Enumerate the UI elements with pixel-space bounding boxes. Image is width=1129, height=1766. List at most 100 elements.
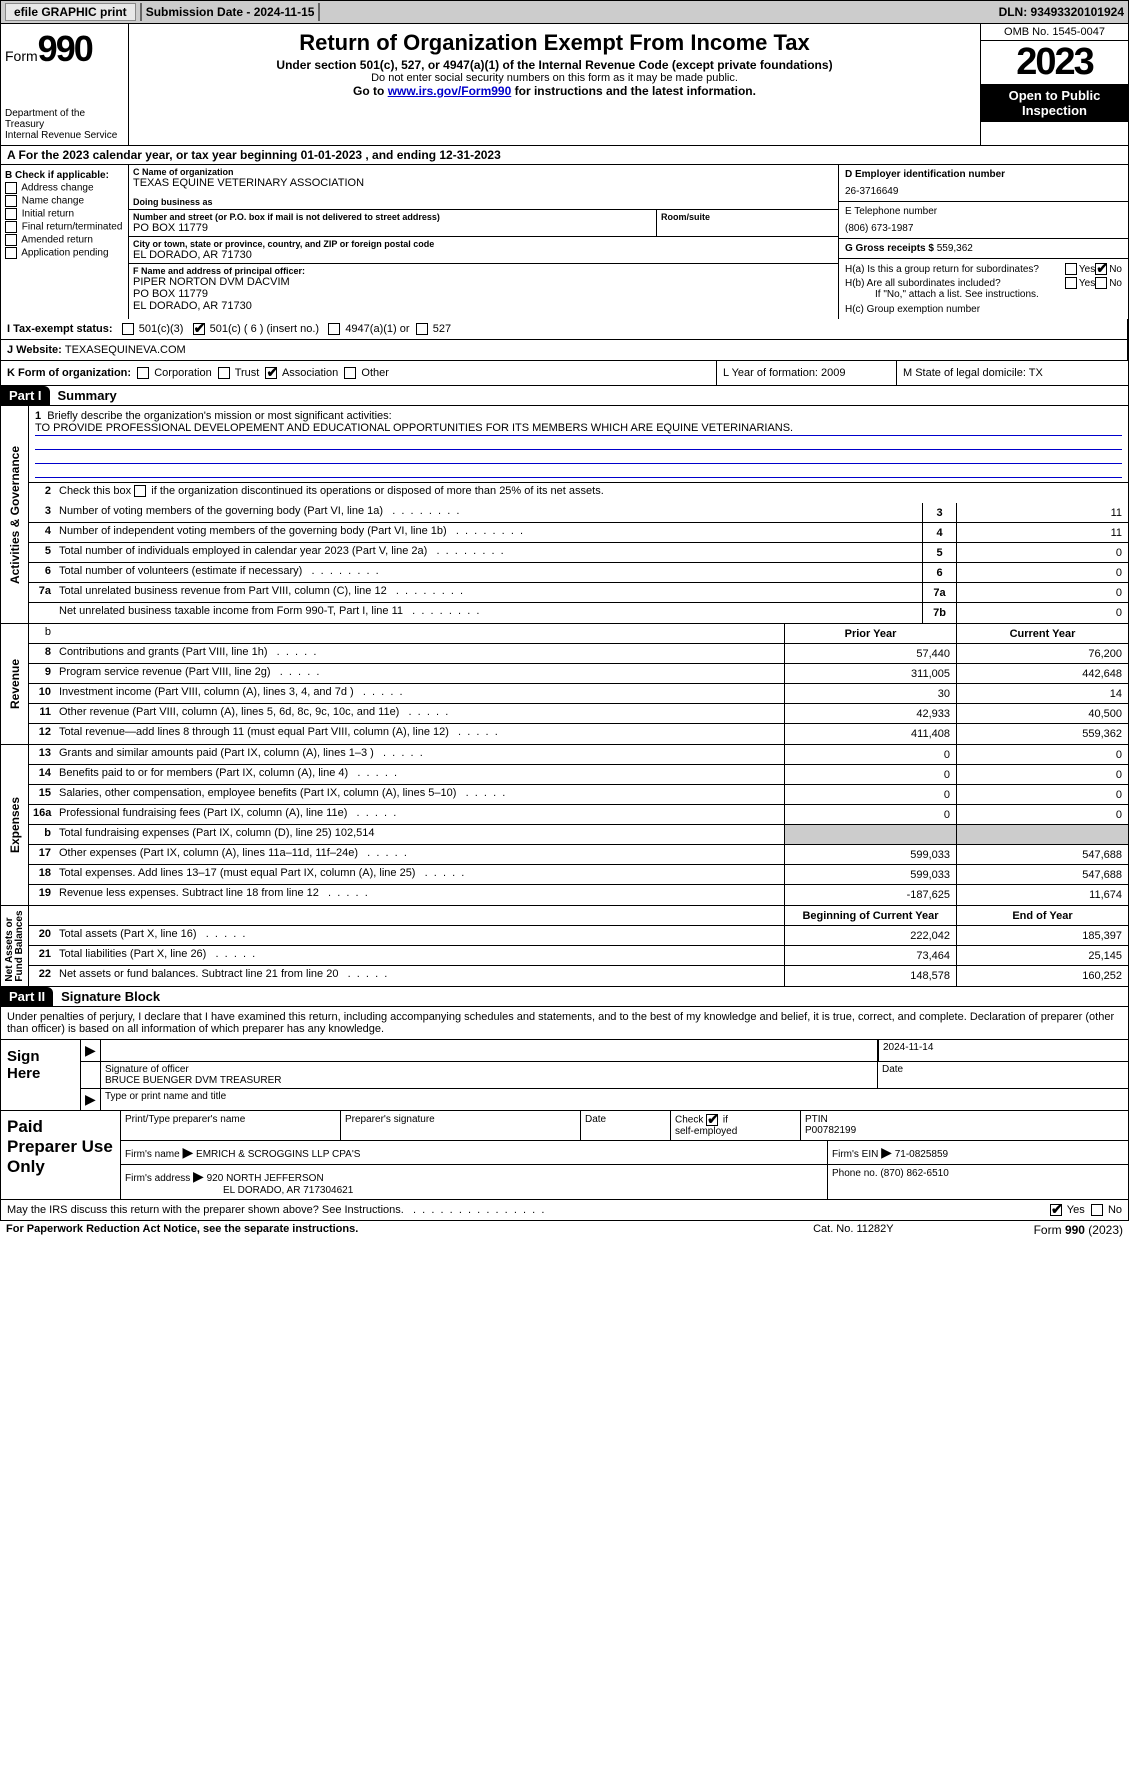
tax-year: 2023: [981, 41, 1128, 84]
line1: 1 Briefly describe the organization's mi…: [29, 406, 1128, 483]
ha-yes-checkbox[interactable]: [1065, 263, 1077, 275]
signature-declaration: Under penalties of perjury, I declare th…: [0, 1007, 1129, 1039]
checkbox-corp[interactable]: [137, 367, 149, 379]
discuss-row: May the IRS discuss this return with the…: [0, 1200, 1129, 1221]
street-value: PO BOX 11779: [133, 222, 652, 234]
checkbox-501c[interactable]: [193, 323, 205, 335]
part1-header-row: Part I Summary: [0, 386, 1129, 406]
hb-no-checkbox[interactable]: [1095, 277, 1107, 289]
footer: For Paperwork Reduction Act Notice, see …: [0, 1221, 1129, 1239]
firm-name: EMRICH & SCROGGINS LLP CPA'S: [196, 1149, 360, 1160]
checkbox-501c3[interactable]: [122, 323, 134, 335]
officer-label: F Name and address of principal officer:: [133, 266, 834, 276]
box-b: B Check if applicable: Address change Na…: [1, 165, 129, 319]
ssn-warning: Do not enter social security numbers on …: [133, 72, 976, 84]
row-11: 11Other revenue (Part VIII, column (A), …: [29, 704, 1128, 724]
part2-title: Signature Block: [53, 989, 160, 1004]
city-value: EL DORADO, AR 71730: [133, 249, 834, 261]
box-b-title: B Check if applicable:: [5, 170, 124, 181]
tel-label: E Telephone number: [845, 206, 1122, 217]
row-k: K Form of organization: Corporation Trus…: [0, 361, 1129, 386]
row-17: 17Other expenses (Part IX, column (A), l…: [29, 845, 1128, 865]
row-i: I Tax-exempt status: 501(c)(3) 501(c) ( …: [0, 319, 1129, 340]
checkbox-discontinued[interactable]: [134, 485, 146, 497]
checkbox-trust[interactable]: [218, 367, 230, 379]
efile-print-button[interactable]: efile GRAPHIC print: [5, 3, 136, 21]
ha-no-checkbox[interactable]: [1095, 263, 1107, 275]
checkbox-amended-return[interactable]: [5, 234, 17, 246]
type-name-label: Type or print name and title: [101, 1089, 1128, 1110]
website-label: J Website:: [7, 344, 65, 356]
checkbox-assoc[interactable]: [265, 367, 277, 379]
row-20: 20Total assets (Part X, line 16) . . . .…: [29, 926, 1128, 946]
form-word: Form: [5, 48, 38, 64]
hb-yes-checkbox[interactable]: [1065, 277, 1077, 289]
col-begin-year: Beginning of Current Year: [784, 906, 956, 925]
firm-ein: 71-0825859: [895, 1149, 948, 1160]
paperwork-notice: For Paperwork Reduction Act Notice, see …: [6, 1223, 813, 1237]
checkbox-self-employed[interactable]: [706, 1114, 718, 1126]
row-j: J Website: TEXASEQUINEVA.COM: [0, 340, 1129, 361]
part1-tab: Part I: [1, 386, 50, 405]
ein-label: D Employer identification number: [845, 169, 1122, 180]
sign-here-label: Sign Here: [1, 1040, 81, 1110]
section-revenue: Revenue b Prior Year Current Year 8Contr…: [0, 624, 1129, 745]
discuss-no-checkbox[interactable]: [1091, 1204, 1103, 1216]
row-14: 14Benefits paid to or for members (Part …: [29, 765, 1128, 785]
header-mid: Return of Organization Exempt From Incom…: [129, 24, 980, 145]
entity-block: B Check if applicable: Address change Na…: [0, 165, 1129, 319]
checkbox-other[interactable]: [344, 367, 356, 379]
submission-date: Submission Date - 2024-11-15: [146, 5, 315, 19]
row-21: 21Total liabilities (Part X, line 26) . …: [29, 946, 1128, 966]
checkbox-4947[interactable]: [328, 323, 340, 335]
col-prior-year: Prior Year: [784, 624, 956, 643]
col-current-year: Current Year: [956, 624, 1128, 643]
summary-row-5: 5Total number of individuals employed in…: [29, 543, 1128, 563]
prep-sig-label: Preparer's signature: [341, 1111, 581, 1140]
irs-link[interactable]: www.irs.gov/Form990: [388, 84, 512, 98]
form-header: Form990 Department of the Treasury Inter…: [0, 24, 1129, 146]
omb-number: OMB No. 1545-0047: [981, 24, 1128, 41]
part2-header-row: Part II Signature Block: [0, 987, 1129, 1007]
tax-exempt-label: I Tax-exempt status:: [7, 323, 113, 335]
year-formation: L Year of formation: 2009: [716, 361, 896, 385]
ptin-value: P00782199: [805, 1125, 856, 1136]
checkbox-address-change[interactable]: [5, 182, 17, 194]
firm-ein-label: Firm's EIN: [832, 1149, 881, 1160]
prep-name-label: Print/Type preparer's name: [121, 1111, 341, 1140]
firm-phone: (870) 862-6510: [880, 1168, 948, 1179]
vlabel-rev: Revenue: [8, 659, 22, 709]
discuss-yes-checkbox[interactable]: [1050, 1204, 1062, 1216]
website-value: TEXASEQUINEVA.COM: [65, 344, 186, 356]
row-12: 12Total revenue—add lines 8 through 11 (…: [29, 724, 1128, 744]
cat-no: Cat. No. 11282Y: [813, 1223, 894, 1237]
summary-row-6: 6Total number of volunteers (estimate if…: [29, 563, 1128, 583]
form-number: 990: [38, 28, 92, 69]
vlabel-ag: Activities & Governance: [8, 446, 22, 584]
summary-row-3: 3Number of voting members of the governi…: [29, 503, 1128, 523]
org-name-label: C Name of organization: [133, 167, 834, 177]
dept-treasury: Department of the Treasury: [5, 108, 124, 130]
room-label: Room/suite: [661, 212, 834, 222]
checkbox-final-return[interactable]: [5, 221, 17, 233]
checkbox-name-change[interactable]: [5, 195, 17, 207]
form-org-label: K Form of organization:: [7, 367, 131, 379]
section-expenses: Expenses 13Grants and similar amounts pa…: [0, 745, 1129, 906]
firm-addr2: EL DORADO, AR 717304621: [223, 1185, 353, 1196]
row-18: 18Total expenses. Add lines 13–17 (must …: [29, 865, 1128, 885]
irs-label: Internal Revenue Service: [5, 130, 124, 141]
row-9: 9Program service revenue (Part VIII, lin…: [29, 664, 1128, 684]
summary-row-4: 4Number of independent voting members of…: [29, 523, 1128, 543]
part2-tab: Part II: [1, 987, 53, 1006]
row-8: 8Contributions and grants (Part VIII, li…: [29, 644, 1128, 664]
firm-addr-label: Firm's address: [125, 1173, 193, 1184]
vlabel-na: Net Assets orFund Balances: [5, 911, 25, 982]
paid-preparer-block: Paid Preparer Use Only Print/Type prepar…: [0, 1111, 1129, 1200]
col-end-year: End of Year: [956, 906, 1128, 925]
checkbox-initial-return[interactable]: [5, 208, 17, 220]
checkbox-527[interactable]: [416, 323, 428, 335]
mission-text: TO PROVIDE PROFESSIONAL DEVELOPEMENT AND…: [35, 422, 1122, 436]
checkbox-application-pending[interactable]: [5, 247, 17, 259]
header-right: OMB No. 1545-0047 2023 Open to Public In…: [980, 24, 1128, 145]
officer-name: PIPER NORTON DVM DACVIM: [133, 276, 834, 288]
